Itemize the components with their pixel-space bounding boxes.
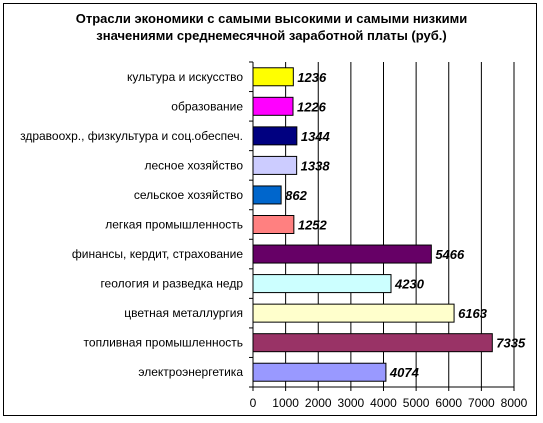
value-label-7: 4230 [394,277,425,292]
value-label-4: 862 [285,188,307,203]
chart-border [3,3,537,416]
category-label-1: образование [171,99,243,113]
category-label-2: здравоохр., физкультура и соц.обеспеч. [20,129,243,143]
chart-title-line-2: значениями среднемесячной заработной пла… [96,28,447,43]
x-tick-label-7000: 7000 [468,396,495,410]
value-label-0: 1236 [297,70,327,85]
category-label-6: финансы, кердит, страхование [72,247,243,261]
bar-4 [252,185,282,205]
x-tick-label-2000: 2000 [305,396,332,410]
value-label-5: 1252 [298,218,328,233]
chart-title-line-1: Отрасли экономики с самыми высокими и са… [75,11,468,26]
bar-0 [252,67,294,87]
category-label-8: цветная металлургия [124,306,243,320]
bar-9 [252,333,493,353]
bars [252,67,493,382]
category-label-9: топливная промышленность [84,336,243,350]
x-tick-label-5000: 5000 [403,396,430,410]
category-label-4: сельское хозяйство [134,188,243,202]
value-label-3: 1338 [301,158,331,173]
category-label-5: легкая промышленность [105,218,243,232]
axes: 0 1000 2000 3000 4000 5000 6000 7000 8000 [249,61,528,410]
bar-3 [252,155,298,175]
category-label-7: геология и разведка недр [100,277,243,291]
value-label-1: 1226 [297,99,327,114]
value-label-2: 1344 [301,129,331,144]
category-label-3: лесное хозяйство [144,158,243,172]
x-tick-label-1000: 1000 [272,396,299,410]
bar-7 [252,274,392,294]
bar-5 [252,215,295,234]
x-tick-label-3000: 3000 [338,396,365,410]
value-label-6: 5466 [435,247,465,262]
value-label-9: 7335 [496,336,526,351]
bar-10 [252,362,387,382]
category-label-10: электроэнергетика [138,365,243,379]
bar-6 [252,244,432,264]
value-label-10: 4074 [389,365,420,380]
category-label-0: культура и искусство [127,70,243,84]
labels: культура и искусство 1236 образование 1226 з… [20,70,526,380]
x-tick-label-6000: 6000 [435,396,462,410]
bar-1 [252,96,294,116]
bar-8 [252,303,455,323]
x-tick-label-0: 0 [250,396,257,410]
x-tick-label-8000: 8000 [501,396,528,410]
value-label-8: 6163 [458,306,488,321]
bar-2 [252,126,298,146]
x-tick-label-4000: 4000 [370,396,397,410]
